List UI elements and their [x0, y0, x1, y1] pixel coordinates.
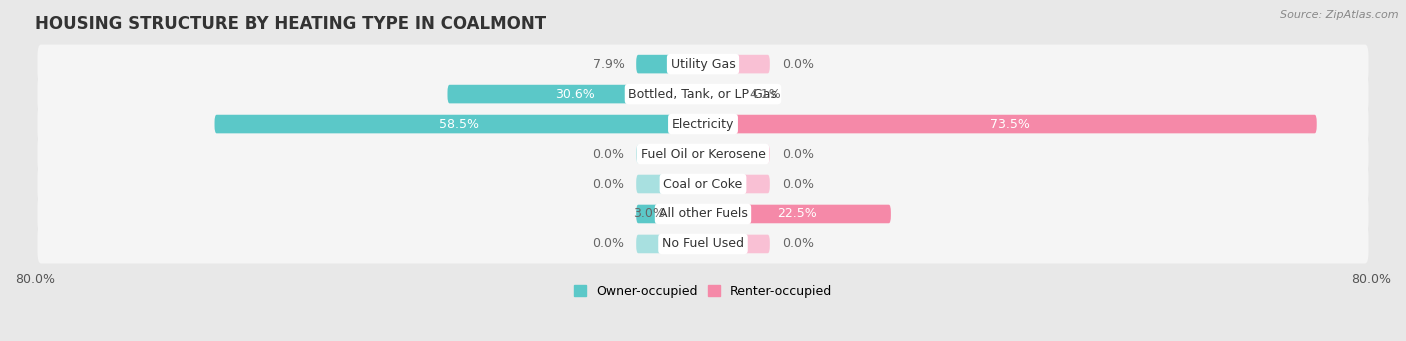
Text: 0.0%: 0.0%: [592, 237, 624, 250]
FancyBboxPatch shape: [38, 164, 1368, 204]
Text: 22.5%: 22.5%: [778, 207, 817, 221]
FancyBboxPatch shape: [636, 235, 703, 253]
FancyBboxPatch shape: [38, 194, 1368, 234]
Text: 0.0%: 0.0%: [782, 58, 814, 71]
Text: Coal or Coke: Coal or Coke: [664, 178, 742, 191]
FancyBboxPatch shape: [636, 175, 703, 193]
Text: 0.0%: 0.0%: [592, 178, 624, 191]
Text: Utility Gas: Utility Gas: [671, 58, 735, 71]
Text: Fuel Oil or Kerosene: Fuel Oil or Kerosene: [641, 148, 765, 161]
FancyBboxPatch shape: [703, 205, 891, 223]
FancyBboxPatch shape: [38, 105, 1368, 144]
Text: 73.5%: 73.5%: [990, 118, 1029, 131]
FancyBboxPatch shape: [703, 145, 770, 163]
FancyBboxPatch shape: [703, 55, 770, 73]
Text: No Fuel Used: No Fuel Used: [662, 237, 744, 250]
Text: Electricity: Electricity: [672, 118, 734, 131]
FancyBboxPatch shape: [38, 75, 1368, 114]
Text: 0.0%: 0.0%: [782, 237, 814, 250]
Text: 4.1%: 4.1%: [749, 88, 782, 101]
Text: 3.0%: 3.0%: [634, 207, 665, 221]
Text: 7.9%: 7.9%: [593, 58, 624, 71]
Text: 0.0%: 0.0%: [592, 148, 624, 161]
FancyBboxPatch shape: [636, 145, 703, 163]
FancyBboxPatch shape: [447, 85, 703, 103]
FancyBboxPatch shape: [38, 224, 1368, 264]
FancyBboxPatch shape: [636, 205, 703, 223]
FancyBboxPatch shape: [703, 115, 1317, 133]
FancyBboxPatch shape: [38, 134, 1368, 174]
Text: Bottled, Tank, or LP Gas: Bottled, Tank, or LP Gas: [628, 88, 778, 101]
Text: All other Fuels: All other Fuels: [658, 207, 748, 221]
Legend: Owner-occupied, Renter-occupied: Owner-occupied, Renter-occupied: [568, 280, 838, 303]
Text: 58.5%: 58.5%: [439, 118, 479, 131]
FancyBboxPatch shape: [38, 45, 1368, 84]
FancyBboxPatch shape: [703, 235, 770, 253]
Text: Source: ZipAtlas.com: Source: ZipAtlas.com: [1281, 10, 1399, 20]
Text: 30.6%: 30.6%: [555, 88, 595, 101]
Text: 0.0%: 0.0%: [782, 178, 814, 191]
Text: HOUSING STRUCTURE BY HEATING TYPE IN COALMONT: HOUSING STRUCTURE BY HEATING TYPE IN COA…: [35, 15, 546, 33]
FancyBboxPatch shape: [215, 115, 703, 133]
Text: 0.0%: 0.0%: [782, 148, 814, 161]
FancyBboxPatch shape: [703, 85, 770, 103]
FancyBboxPatch shape: [703, 175, 770, 193]
FancyBboxPatch shape: [636, 55, 703, 73]
